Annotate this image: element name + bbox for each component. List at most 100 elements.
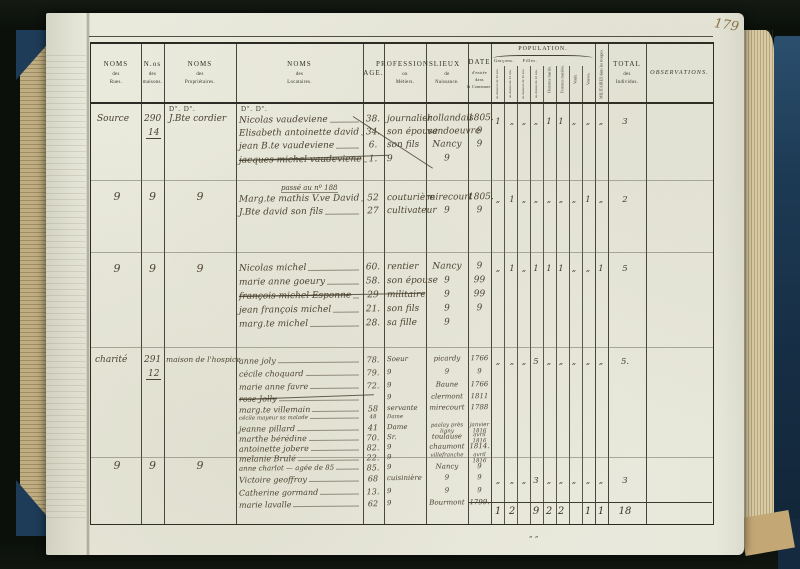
owner-name: J.Bte cordier: [169, 114, 227, 124]
tenant-name-cell: cécile mayeur sa malade: [239, 414, 360, 422]
population-mark: „: [546, 195, 552, 205]
ditto-mark: 9: [113, 459, 121, 472]
ditto-proprietaires: Dº. Dº.: [169, 105, 196, 113]
population-mark: 1: [546, 264, 552, 274]
group-total: 5: [622, 264, 628, 274]
column-divider: [491, 44, 492, 524]
book-cover-right: [774, 36, 800, 534]
population-marks-row: „ 1 „ „ „ „ „ 1 „ 2: [91, 195, 713, 206]
population-mark: 1: [585, 195, 591, 205]
fill-line: [310, 387, 360, 389]
column-divider: [608, 44, 609, 524]
ditto-mark: 9: [149, 190, 156, 203]
tenant-age: 48: [369, 414, 377, 421]
column-divider: [595, 44, 596, 524]
population-mark: „: [571, 117, 577, 127]
header-underline: [91, 102, 713, 104]
header-noms-rues: NOMS des Rues.: [91, 44, 141, 102]
tenant-profession: 9: [386, 393, 392, 402]
tenant-age: 82.: [366, 443, 380, 453]
tenant-entry-date: 1766: [470, 380, 489, 389]
tenant-age: 58: [367, 404, 379, 414]
population-mark: 3: [533, 476, 539, 486]
column-divider: [236, 44, 237, 524]
totals-rule: [468, 502, 712, 503]
population-mark: 5: [533, 357, 539, 367]
column-total: 1: [494, 506, 502, 517]
tenant-profession: 9: [386, 381, 392, 390]
population-mark: „: [495, 264, 501, 274]
population-mark: „: [521, 476, 527, 486]
tenant-name: anne charlot — agée de 85: [238, 463, 335, 473]
tenant-profession: son épouse: [386, 275, 438, 287]
column-divider: [556, 66, 557, 524]
tenant-birthplace: 9: [444, 486, 450, 495]
tenant-name-cell: jean B.te vaudeviene: [239, 140, 360, 152]
tenant-birthplace: 9: [444, 275, 450, 286]
header-population: POPULATION.: [518, 46, 568, 52]
header-label: OBSERVATIONS.: [650, 69, 709, 77]
tenant-name: marthe bérédine: [238, 433, 307, 444]
column-total: 2: [545, 506, 553, 517]
fill-line: [297, 459, 360, 462]
ditto-mark: 9: [149, 459, 156, 472]
header-age: AGE.: [363, 44, 384, 102]
population-marks-row: „ „ „ 3 „ „ „ „ „ 3: [91, 476, 713, 487]
group-separator: [91, 180, 713, 181]
population-marks-row: 1 „ „ „ 1 1 „ „ „ 3: [91, 117, 713, 128]
column-total: 9: [532, 506, 540, 517]
population-mark: „: [598, 195, 604, 205]
population-mark: „: [585, 117, 591, 127]
ditto-mark: 9: [196, 262, 204, 275]
group-separator: [91, 347, 713, 348]
tenant-name: Elisabeth antoinette david: [238, 127, 360, 139]
population-marks-row: „ 1 „ 1 1 1 „ „ 1 5: [91, 264, 713, 275]
column-total: 2: [508, 506, 516, 517]
population-mark: „: [558, 195, 564, 205]
page-edges-left: [20, 32, 48, 535]
population-mark: „: [546, 476, 552, 486]
population-mark: „: [558, 476, 564, 486]
fill-line: [327, 283, 360, 285]
header-locataires: NOMS des Locataires.: [236, 44, 363, 102]
tenant-entry-date: 9: [477, 486, 482, 495]
tenant-profession: Dame: [386, 413, 404, 421]
population-mark: 1: [509, 264, 515, 274]
tenant-entry-date: 9: [476, 205, 483, 216]
tenant-entry-date: 9: [476, 139, 483, 150]
tenant-profession: militaire: [386, 289, 426, 301]
tenant-birthplace: 9: [444, 153, 450, 164]
tenant-profession: 9: [386, 487, 392, 496]
column-divider: [543, 66, 544, 524]
header-num-maisons: N.os des maisons.: [141, 44, 164, 102]
population-mark: 1: [558, 117, 564, 127]
tenant-age: 58.: [365, 276, 381, 287]
ditto-mark: 9: [149, 262, 156, 275]
page-rule: [89, 36, 713, 37]
population-mark: „: [521, 357, 527, 367]
fill-line: [297, 429, 360, 432]
tenant-entry-date: 99: [473, 289, 486, 300]
tenant-name-cell: jean françois michel: [238, 304, 360, 316]
header-date-entree: DATE d'entrée dans la Commune.: [467, 44, 492, 102]
tenant-birthplace: villefranche: [430, 452, 464, 459]
header-professions: PROFESSIONS ou Métiers.: [376, 44, 434, 102]
fill-line: [310, 325, 360, 327]
column-divider: [426, 44, 427, 524]
tenant-name-cell: marthe bérédine: [238, 433, 360, 444]
tenant-age: 41: [367, 423, 379, 433]
tenant-age: 27: [367, 206, 379, 217]
group-total: 5.: [620, 357, 630, 367]
tenant-birthplace: 9: [444, 317, 450, 328]
column-divider: [517, 66, 518, 524]
tenant-birthplace: clermont: [431, 392, 463, 401]
tenant-name: jean françois michel: [238, 304, 332, 316]
ditto-mark: 9: [113, 262, 121, 275]
group-total: 3: [622, 476, 628, 486]
census-table: NOMS des Rues. N.os des maisons. NOMS de…: [89, 36, 714, 539]
tenant-entry-date: 9: [477, 367, 482, 376]
population-mark: „: [521, 264, 527, 274]
tenant-birthplace: 9: [444, 289, 450, 300]
tenant-profession: 9: [386, 443, 392, 452]
